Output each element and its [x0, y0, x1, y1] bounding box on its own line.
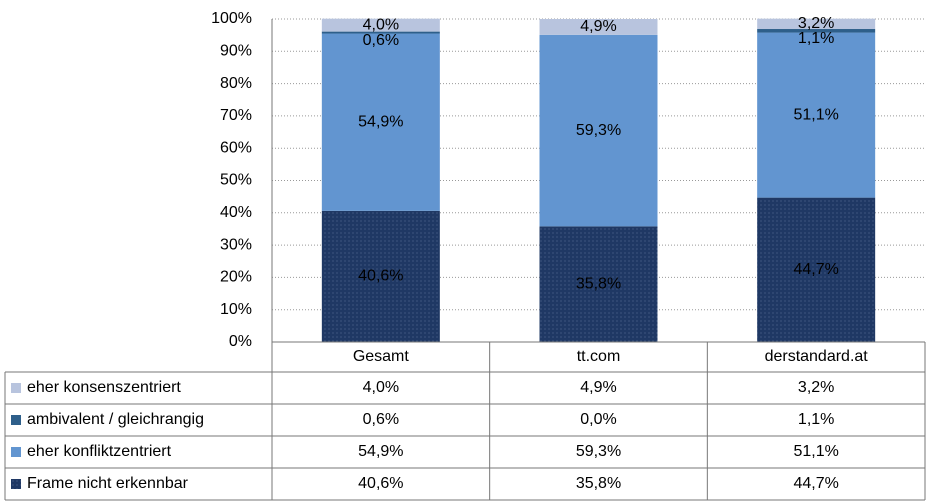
- data-label: 51,1%: [793, 106, 838, 123]
- y-tick-label: 60%: [220, 139, 252, 156]
- bar-segment: [757, 197, 876, 342]
- legend-key: [11, 447, 21, 457]
- table-cell: 1,1%: [798, 411, 834, 428]
- y-tick-label: 50%: [220, 172, 252, 189]
- bar-segment: [757, 18, 876, 30]
- y-tick-label: 20%: [220, 269, 252, 286]
- data-label: 3,2%: [798, 15, 834, 32]
- data-label: 40,6%: [358, 268, 403, 285]
- data-label: 54,9%: [358, 113, 403, 130]
- legend-key: [11, 479, 21, 489]
- legend-label: eher konsenszentriert: [27, 379, 181, 396]
- y-tick-label: 10%: [220, 301, 252, 318]
- table-cell: 4,0%: [363, 379, 399, 396]
- x-tick-label: derstandard.at: [765, 348, 869, 365]
- y-tick-label: 80%: [220, 75, 252, 92]
- data-label: 0,6%: [363, 32, 399, 49]
- legend-label: Frame nicht erkennbar: [27, 475, 189, 492]
- table-cell: 3,2%: [798, 379, 834, 396]
- bar-segment: [539, 34, 658, 227]
- table-cell: 59,3%: [576, 443, 621, 460]
- bar-segment: [757, 32, 876, 198]
- x-tick-label: Gesamt: [353, 348, 410, 365]
- bar-segment: [539, 226, 658, 342]
- legend-key: [11, 415, 21, 425]
- table-cell: 51,1%: [793, 443, 838, 460]
- bar-segment: [757, 29, 876, 33]
- data-label: 44,7%: [793, 261, 838, 278]
- legend-key: [11, 383, 21, 393]
- x-tick-label: tt.com: [577, 348, 621, 365]
- table-cell: 4,9%: [580, 379, 616, 396]
- table-cell: 0,0%: [580, 411, 616, 428]
- bar-segment: [321, 210, 440, 342]
- legend-label: ambivalent / gleichrangig: [27, 411, 204, 428]
- data-label: 59,3%: [576, 122, 621, 139]
- legend-label: eher konfliktzentriert: [27, 443, 172, 460]
- data-label: 1,1%: [798, 30, 834, 47]
- y-tick-label: 0%: [229, 333, 252, 350]
- bar-segment: [321, 31, 440, 34]
- table-cell: 35,8%: [576, 475, 621, 492]
- y-tick-label: 70%: [220, 107, 252, 124]
- bar-segment: [539, 19, 658, 35]
- table-cell: 40,6%: [358, 475, 403, 492]
- bar-segment: [321, 18, 440, 32]
- data-label: 4,0%: [363, 16, 399, 33]
- y-tick-label: 90%: [220, 43, 252, 60]
- table-cell: 0,6%: [363, 411, 399, 428]
- data-label: 35,8%: [576, 275, 621, 292]
- table-cell: 44,7%: [793, 475, 838, 492]
- y-tick-label: 30%: [220, 236, 252, 253]
- y-tick-label: 100%: [211, 10, 252, 27]
- data-label: 4,9%: [580, 18, 616, 35]
- y-tick-label: 40%: [220, 204, 252, 221]
- table-cell: 54,9%: [358, 443, 403, 460]
- bar-segment: [321, 33, 440, 211]
